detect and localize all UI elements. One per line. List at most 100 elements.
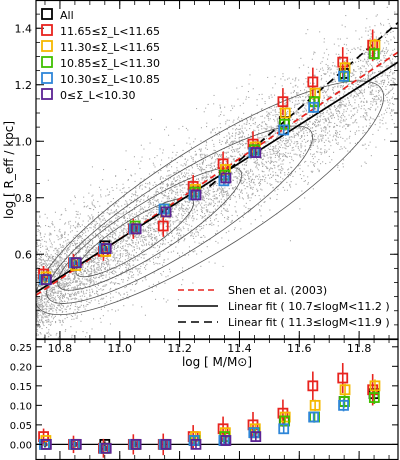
background-galaxy-point	[51, 223, 53, 225]
background-galaxy-point	[300, 130, 302, 132]
background-galaxy-point	[162, 187, 164, 189]
background-galaxy-point	[320, 148, 322, 150]
background-galaxy-point	[63, 288, 65, 290]
background-galaxy-point	[221, 162, 223, 164]
background-galaxy-point	[91, 251, 93, 253]
background-galaxy-point	[37, 277, 39, 279]
background-galaxy-point	[130, 257, 132, 259]
background-galaxy-point	[97, 261, 99, 263]
background-galaxy-point	[113, 269, 115, 271]
background-galaxy-point	[217, 189, 219, 191]
background-galaxy-point	[381, 73, 383, 75]
background-galaxy-point	[359, 92, 361, 94]
background-galaxy-point	[138, 163, 140, 165]
background-galaxy-point	[242, 175, 244, 177]
background-galaxy-point	[255, 162, 257, 164]
background-galaxy-point	[136, 234, 138, 236]
background-galaxy-point	[250, 135, 252, 137]
background-galaxy-point	[176, 186, 178, 188]
background-galaxy-point	[325, 73, 327, 75]
background-galaxy-point	[122, 212, 124, 214]
background-galaxy-point	[271, 96, 273, 98]
background-galaxy-point	[354, 120, 356, 122]
background-galaxy-point	[195, 201, 197, 203]
background-galaxy-point	[370, 117, 372, 119]
background-galaxy-point	[188, 137, 190, 139]
background-galaxy-point	[143, 254, 145, 256]
background-galaxy-point	[164, 282, 166, 284]
background-galaxy-point	[136, 283, 138, 285]
background-galaxy-point	[360, 73, 362, 75]
background-galaxy-point	[47, 293, 49, 295]
background-galaxy-point	[99, 257, 101, 259]
background-galaxy-point	[259, 124, 261, 126]
background-galaxy-point	[93, 245, 95, 247]
background-galaxy-point	[369, 87, 371, 89]
background-galaxy-point	[47, 306, 49, 308]
background-galaxy-point	[317, 168, 319, 170]
background-galaxy-point	[90, 274, 92, 276]
background-galaxy-point	[43, 312, 45, 314]
background-galaxy-point	[89, 289, 91, 291]
background-galaxy-point	[62, 282, 64, 284]
background-galaxy-point	[148, 243, 150, 245]
background-galaxy-point	[345, 75, 347, 77]
background-galaxy-point	[36, 267, 38, 269]
background-galaxy-point	[113, 253, 115, 255]
background-galaxy-point	[112, 234, 114, 236]
background-galaxy-point	[367, 74, 369, 76]
background-galaxy-point	[220, 204, 222, 206]
background-galaxy-point	[211, 156, 213, 158]
background-galaxy-point	[307, 176, 309, 178]
background-galaxy-point	[136, 247, 138, 249]
background-galaxy-point	[242, 135, 244, 137]
background-galaxy-point	[362, 116, 364, 118]
background-galaxy-point	[227, 192, 229, 194]
background-galaxy-point	[319, 120, 321, 122]
background-galaxy-point	[170, 229, 172, 231]
background-galaxy-point	[260, 157, 262, 159]
background-galaxy-point	[215, 181, 217, 183]
background-galaxy-point	[80, 320, 82, 322]
background-galaxy-point	[40, 243, 42, 245]
background-galaxy-point	[54, 291, 56, 293]
background-galaxy-point	[233, 141, 235, 143]
background-galaxy-point	[246, 123, 248, 125]
background-galaxy-point	[90, 295, 92, 297]
background-galaxy-point	[160, 164, 162, 166]
background-galaxy-point	[369, 82, 371, 84]
background-galaxy-point	[343, 119, 345, 121]
background-galaxy-point	[39, 298, 41, 300]
background-galaxy-point	[233, 140, 235, 142]
background-galaxy-point	[86, 255, 88, 257]
background-galaxy-point	[149, 181, 151, 183]
background-galaxy-point	[51, 257, 53, 259]
background-galaxy-point	[240, 177, 242, 179]
background-galaxy-point	[368, 127, 370, 129]
background-galaxy-point	[147, 213, 149, 215]
background-galaxy-point	[44, 255, 46, 257]
background-galaxy-point	[155, 298, 157, 300]
background-galaxy-point	[97, 222, 99, 224]
background-galaxy-point	[63, 278, 65, 280]
background-galaxy-point	[68, 221, 70, 223]
background-galaxy-point	[151, 242, 153, 244]
background-galaxy-point	[129, 207, 131, 209]
background-galaxy-point	[297, 86, 299, 88]
background-galaxy-point	[142, 249, 144, 251]
background-galaxy-point	[175, 171, 177, 173]
background-galaxy-point	[209, 189, 211, 191]
background-galaxy-point	[277, 135, 279, 137]
background-galaxy-point	[314, 74, 316, 76]
background-galaxy-point	[122, 281, 124, 283]
background-galaxy-point	[231, 165, 233, 167]
background-galaxy-point	[119, 260, 121, 262]
background-galaxy-point	[172, 211, 174, 213]
background-galaxy-point	[231, 147, 233, 149]
background-galaxy-point	[66, 266, 68, 268]
background-galaxy-point	[342, 114, 344, 116]
background-galaxy-point	[296, 143, 298, 145]
background-galaxy-point	[178, 232, 180, 234]
background-galaxy-point	[173, 178, 175, 180]
background-galaxy-point	[258, 140, 260, 142]
